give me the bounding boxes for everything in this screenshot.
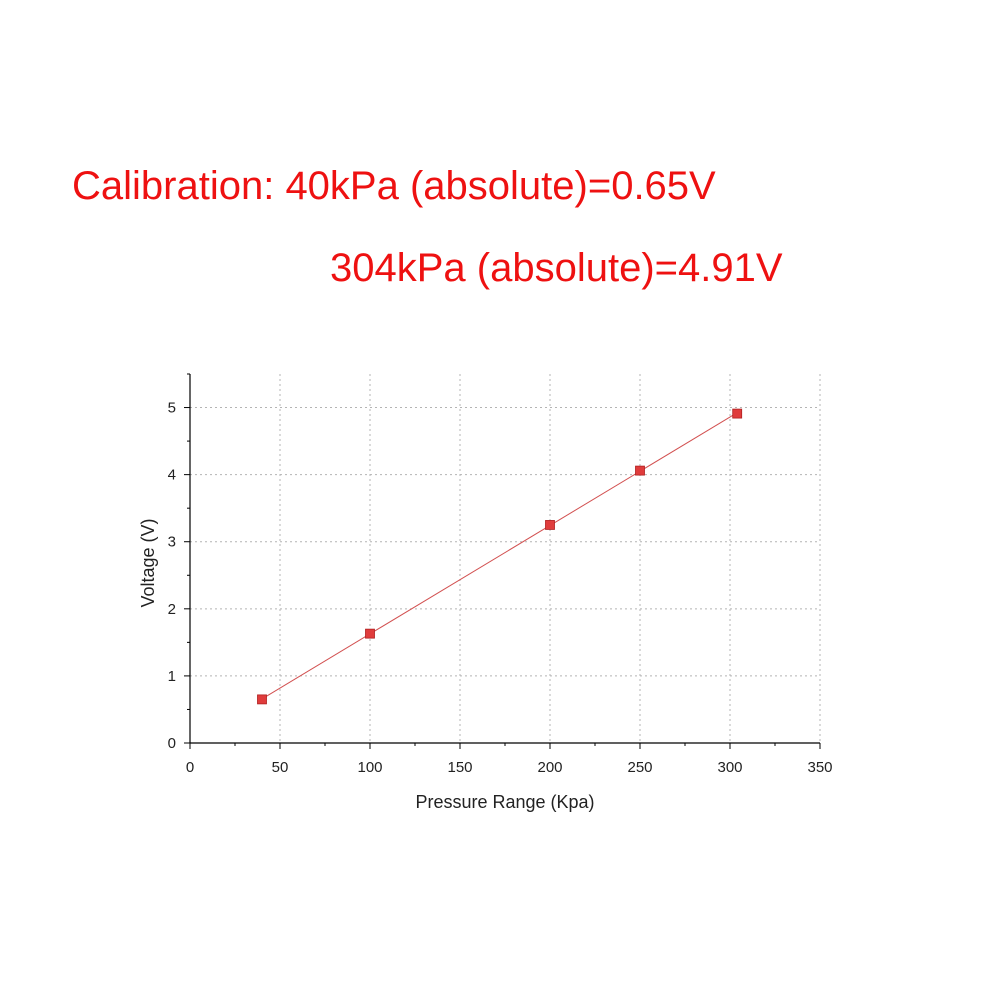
- axes: [189, 374, 820, 744]
- calibration-line-1: Calibration: 40kPa (absolute)=0.65V: [72, 164, 716, 208]
- x-axis-label: Pressure Range (Kpa): [415, 792, 594, 812]
- data-point: [257, 694, 267, 705]
- grid-lines: [190, 374, 821, 743]
- data-point: [365, 628, 375, 639]
- y-tick-label: 2: [168, 601, 176, 618]
- fit-line: [261, 412, 738, 700]
- y-tick-label: 4: [168, 467, 176, 484]
- y-tick-label: 1: [168, 668, 176, 685]
- y-tick-label: 0: [168, 735, 176, 752]
- x-tick-label: 50: [272, 759, 289, 776]
- y-axis-label: Voltage (V): [138, 518, 158, 607]
- data-point: [732, 408, 743, 419]
- x-tick-label: 350: [807, 759, 832, 776]
- x-tick-label: 200: [537, 759, 562, 776]
- calibration-line-2: 304kPa (absolute)=4.91V: [330, 246, 783, 290]
- x-tick-label: 150: [447, 759, 472, 776]
- ticks: 0 50 100 150 200 250 300 350 0 1 2 3 4 5: [168, 373, 833, 776]
- data-points: [257, 408, 743, 705]
- x-tick-label: 0: [186, 759, 194, 776]
- fit-line-group: [261, 412, 738, 700]
- x-tick-label: 100: [357, 759, 382, 776]
- data-point: [635, 465, 645, 476]
- data-point: [545, 520, 555, 530]
- x-tick-label: 250: [627, 759, 652, 776]
- y-tick-label: 3: [168, 534, 176, 551]
- x-tick-label: 300: [717, 759, 742, 776]
- y-tick-label: 5: [168, 400, 176, 417]
